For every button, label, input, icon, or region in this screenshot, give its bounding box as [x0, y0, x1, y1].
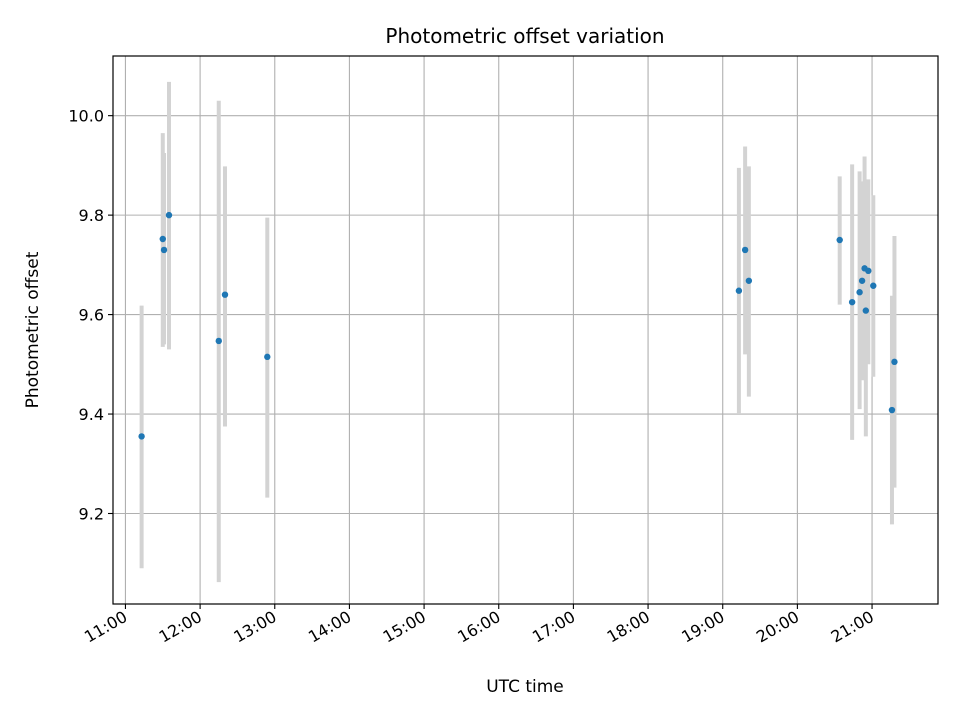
- x-axis-label: UTC time: [486, 677, 564, 697]
- data-point: [848, 298, 856, 306]
- chart-title: Photometric offset variation: [385, 24, 664, 48]
- data-point: [735, 287, 743, 294]
- plot-frame: [112, 55, 939, 605]
- points: [138, 211, 898, 440]
- data-point: [870, 282, 877, 289]
- y-tick-label: 10.0: [68, 107, 104, 126]
- grid: [113, 56, 938, 604]
- y-axis: 9.2 9.4 9.6 9.8 10.0: [68, 107, 113, 523]
- y-tick-label: 9.4: [79, 405, 104, 424]
- y-tick-label: 9.6: [79, 306, 104, 325]
- data-point: [858, 277, 866, 284]
- y-axis-label: Photometric offset: [23, 251, 43, 408]
- data-point: [865, 267, 872, 275]
- data-point: [856, 289, 863, 296]
- data-point: [159, 235, 166, 243]
- data-point: [160, 246, 168, 254]
- y-tick-label: 9.8: [79, 206, 104, 225]
- data-point: [138, 433, 145, 440]
- data-point: [745, 277, 753, 284]
- data-point: [862, 307, 870, 314]
- data-point: [264, 353, 271, 361]
- data-point: [215, 337, 222, 345]
- data-point: [888, 406, 896, 414]
- data-point: [741, 246, 749, 254]
- data-point: [836, 236, 843, 244]
- y-tick-label: 9.2: [79, 504, 104, 523]
- data-point: [221, 291, 229, 298]
- data-point: [165, 211, 173, 219]
- data-point: [891, 358, 898, 366]
